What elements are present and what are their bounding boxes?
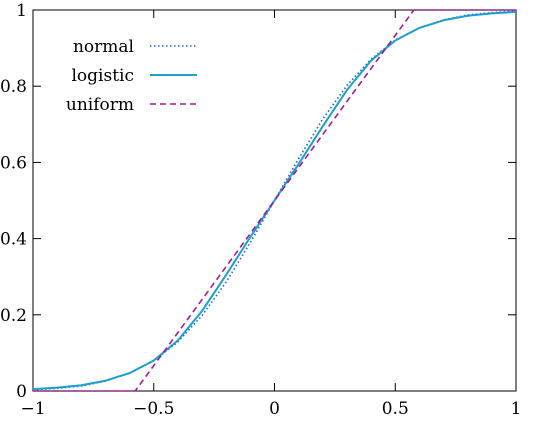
legend: normal logistic uniform	[66, 37, 197, 115]
x-tick-label: 0.5	[382, 399, 409, 419]
y-tick-label: 0.2	[0, 306, 27, 326]
series-line-logistic	[32, 10, 517, 391]
legend-label-uniform: uniform	[66, 95, 134, 115]
series-lines	[32, 9, 517, 392]
y-tick-label: 0.4	[0, 230, 27, 250]
y-tick-label: 0.6	[0, 153, 27, 173]
legend-label-normal: normal	[73, 37, 134, 57]
y-tick-label: 0.8	[0, 77, 27, 97]
axis-tick-labels: −1 −0.5 0 0.5 1 0 0.2 0.4 0.6 0.8 1	[0, 1, 521, 419]
y-tick-label: 1	[16, 1, 27, 21]
legend-label-logistic: logistic	[71, 66, 134, 86]
x-tick-label: 1	[511, 399, 522, 419]
x-tick-label: −1	[20, 399, 45, 419]
x-tick-label: −0.5	[133, 399, 174, 419]
series-line-uniform	[33, 9, 516, 392]
x-tick-label: 0	[269, 399, 280, 419]
y-tick-label: 0	[16, 382, 27, 402]
